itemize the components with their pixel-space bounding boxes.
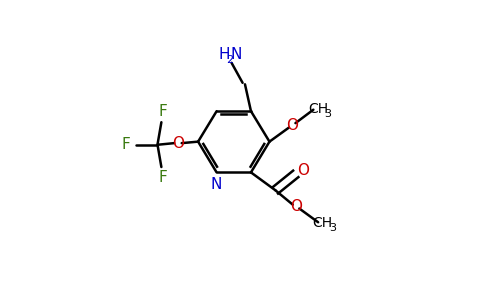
Text: F: F [122, 137, 131, 152]
Text: O: O [172, 136, 184, 151]
Text: F: F [158, 170, 167, 185]
Text: H: H [218, 47, 230, 62]
Text: CH: CH [313, 216, 333, 230]
Text: O: O [290, 199, 302, 214]
Text: 3: 3 [324, 109, 331, 119]
Text: N: N [231, 47, 242, 62]
Text: O: O [286, 118, 298, 133]
Text: F: F [158, 104, 167, 119]
Text: N: N [211, 177, 222, 192]
Text: CH: CH [308, 102, 328, 116]
Text: 3: 3 [329, 223, 336, 232]
Text: O: O [297, 164, 309, 178]
Text: 2: 2 [226, 55, 233, 64]
